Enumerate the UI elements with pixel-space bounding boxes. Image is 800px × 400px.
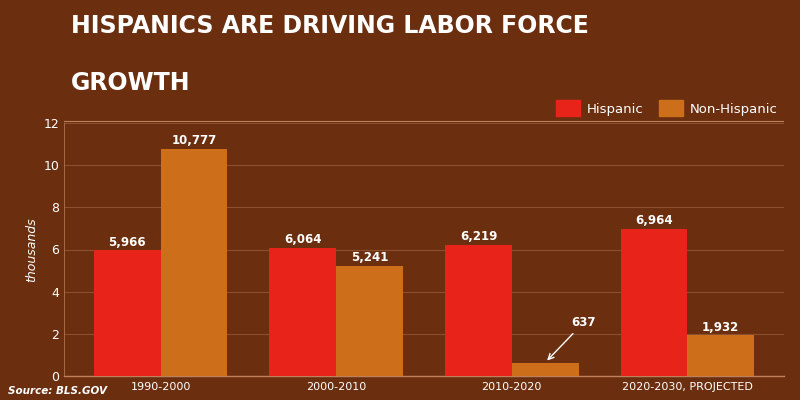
Text: 6,964: 6,964 <box>635 214 673 228</box>
Text: 5,966: 5,966 <box>109 236 146 248</box>
Text: 637: 637 <box>548 316 596 360</box>
Text: 6,064: 6,064 <box>284 234 322 246</box>
Text: GROWTH: GROWTH <box>71 71 190 95</box>
Bar <box>621 229 687 376</box>
Y-axis label: thousands: thousands <box>25 217 38 282</box>
Bar <box>270 248 336 376</box>
Text: 5,241: 5,241 <box>351 251 388 264</box>
Text: 1,932: 1,932 <box>702 320 739 334</box>
Bar <box>336 266 403 376</box>
Legend: Hispanic, Non-Hispanic: Hispanic, Non-Hispanic <box>556 100 778 116</box>
Text: 6,219: 6,219 <box>460 230 497 243</box>
Bar <box>512 362 578 376</box>
Bar <box>445 245 512 376</box>
Text: HISPANICS ARE DRIVING LABOR FORCE: HISPANICS ARE DRIVING LABOR FORCE <box>71 14 589 38</box>
Bar <box>161 149 227 376</box>
Bar <box>687 335 754 376</box>
Bar <box>94 250 161 376</box>
Text: Source: BLS.GOV: Source: BLS.GOV <box>8 386 107 396</box>
Text: 10,777: 10,777 <box>171 134 217 147</box>
